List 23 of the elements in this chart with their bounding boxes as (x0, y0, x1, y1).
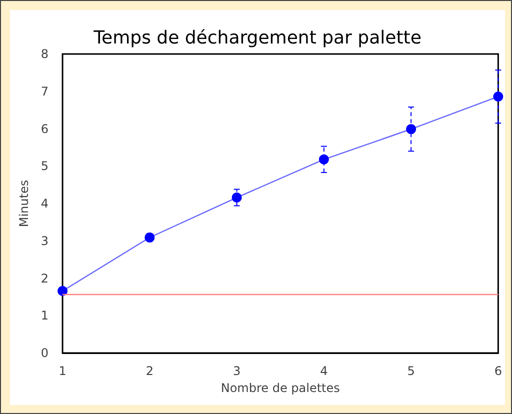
y-tick-label: 3 (40, 234, 49, 248)
y-tick-label: 4 (40, 196, 49, 210)
point (318, 154, 329, 164)
y-tick-label: 6 (40, 122, 49, 136)
y-tick-label: 2 (40, 271, 49, 286)
x-tick-label: 2 (146, 364, 154, 378)
point (232, 192, 242, 203)
x-tick-label: 5 (407, 364, 415, 378)
x-tick-label: 3 (232, 364, 241, 378)
y-axis-title: Minutes (17, 180, 31, 228)
y-tick-label: 5 (40, 159, 49, 174)
y-tick-label: 1 (40, 308, 49, 323)
x-axis-title: Nombre de palettes (220, 380, 340, 395)
point (58, 286, 68, 296)
y-tick-label: 7 (40, 84, 49, 98)
x-tick-label: 6 (494, 364, 502, 378)
y-tick-label: 8 (40, 47, 49, 61)
point (406, 124, 416, 134)
x-tick-label: 4 (320, 364, 328, 378)
x-tick-label: 1 (58, 364, 66, 378)
point (493, 92, 504, 102)
y-tick-label: 0 (40, 346, 49, 360)
chart-title: Temps de déchargement par palette (92, 28, 422, 48)
